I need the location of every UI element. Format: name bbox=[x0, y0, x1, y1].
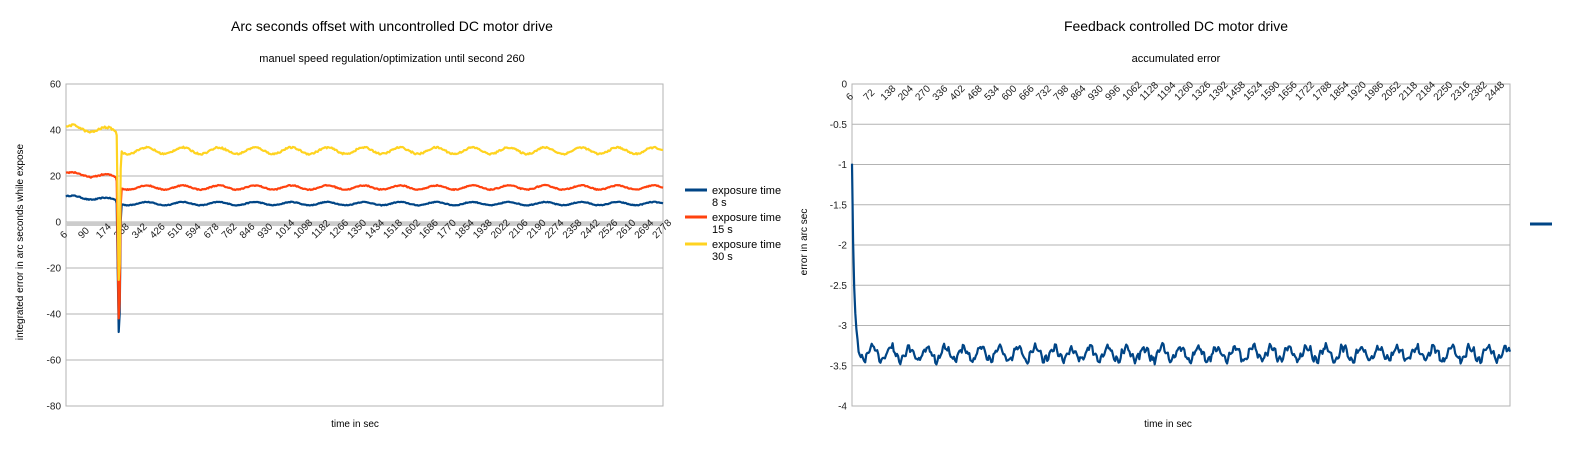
gridlines bbox=[852, 123, 1510, 367]
x-tick-label: 2274 bbox=[543, 217, 567, 241]
y-axis-ticks: 60 40 20 0 -20 -40 -60 -80 bbox=[47, 80, 62, 413]
y-tick-label: -80 bbox=[47, 402, 62, 413]
x-tick-label: 1686 bbox=[417, 217, 441, 241]
x-tick-label: 138 bbox=[879, 83, 899, 103]
y-tick-label: -4 bbox=[838, 402, 847, 413]
x-tick-label: 402 bbox=[948, 83, 968, 103]
x-tick-label: 1098 bbox=[292, 217, 316, 241]
feedback-drive-chart: Feedback controlled DC motor drive accum… bbox=[800, 18, 1552, 430]
x-tick-label: 1350 bbox=[346, 217, 370, 241]
x-tick-label: 6 bbox=[844, 91, 856, 103]
x-tick-label: 72 bbox=[862, 87, 878, 103]
y-axis-ticks: 0 -0.5 -1 -1.5 -2 -2.5 -3 -3.5 -4 bbox=[830, 80, 848, 413]
y-tick-label: -3.5 bbox=[830, 361, 848, 372]
x-tick-label: 1770 bbox=[435, 217, 459, 241]
x-tick-label: 600 bbox=[1000, 83, 1020, 103]
plot-area bbox=[65, 83, 664, 407]
x-tick-label: 1602 bbox=[399, 217, 423, 241]
x-tick-label: 2526 bbox=[597, 217, 621, 241]
series-line-1 bbox=[65, 194, 664, 334]
x-tick-label: 1182 bbox=[310, 218, 333, 241]
x-tick-label: 336 bbox=[931, 83, 951, 103]
legend-label: 15 s bbox=[712, 224, 733, 236]
chart-title: Feedback controlled DC motor drive bbox=[1064, 18, 1288, 34]
y-tick-label: -40 bbox=[47, 310, 62, 321]
x-tick-label: 1434 bbox=[363, 217, 387, 241]
series-lines bbox=[65, 123, 664, 334]
x-axis-label: time in sec bbox=[1144, 419, 1192, 430]
y-tick-label: -20 bbox=[47, 264, 62, 275]
chart-title: Arc seconds offset with uncontrolled DC … bbox=[231, 18, 553, 34]
y-tick-label: 20 bbox=[50, 172, 62, 183]
y-axis-label: integrated error in arc seconds while ex… bbox=[15, 143, 26, 340]
x-tick-label: 2022 bbox=[489, 217, 513, 241]
y-axis-label: error in arc sec bbox=[800, 209, 810, 276]
legend-label: exposure time bbox=[712, 239, 781, 251]
x-tick-label: 204 bbox=[896, 83, 916, 103]
x-tick-label: 2448 bbox=[1483, 79, 1507, 103]
series-line-1 bbox=[850, 163, 1512, 366]
x-tick-label: 930 bbox=[1086, 83, 1106, 103]
legend-label: exposure time bbox=[712, 185, 781, 197]
x-tick-label: 1266 bbox=[328, 217, 352, 241]
zero-axis bbox=[66, 222, 663, 226]
chart-subtitle: accumulated error bbox=[1132, 53, 1221, 65]
uncontrolled-drive-chart: Arc seconds offset with uncontrolled DC … bbox=[15, 18, 781, 430]
x-tick-label: 732 bbox=[1034, 83, 1054, 103]
y-tick-label: 0 bbox=[55, 218, 61, 229]
x-tick-label: 864 bbox=[1069, 83, 1089, 103]
x-tick-label: 2106 bbox=[507, 217, 531, 241]
y-tick-label: 0 bbox=[841, 80, 847, 91]
x-tick-label: 270 bbox=[913, 83, 933, 103]
legend-label: 30 s bbox=[712, 251, 733, 263]
x-tick-label: 798 bbox=[1052, 83, 1072, 103]
chart-subtitle: manuel speed regulation/optimization unt… bbox=[259, 53, 524, 65]
x-tick-label: 6 bbox=[58, 229, 70, 241]
x-tick-label: 666 bbox=[1017, 83, 1037, 103]
x-tick-label: 2190 bbox=[525, 217, 549, 241]
series-line-2 bbox=[65, 170, 664, 320]
y-tick-label: -0.5 bbox=[830, 120, 848, 131]
x-tick-label: 534 bbox=[983, 83, 1003, 103]
y-tick-label: -2.5 bbox=[830, 281, 848, 292]
gridlines bbox=[66, 129, 663, 361]
x-tick-label: 2358 bbox=[561, 217, 585, 241]
x-axis-ticks: 6 90 1742583424265105946787628469301014109… bbox=[58, 217, 674, 241]
series-line-3 bbox=[65, 123, 664, 281]
x-tick-label: 2442 bbox=[579, 217, 603, 241]
x-tick-label: 2610 bbox=[615, 217, 639, 241]
x-tick-label: 90 bbox=[76, 225, 92, 241]
x-axis-ticks: 6 72 1382042703364024685346006667327988649… bbox=[844, 79, 1507, 103]
y-tick-label: -1 bbox=[838, 160, 847, 171]
legend-label: 8 s bbox=[712, 197, 727, 209]
x-tick-label: 468 bbox=[965, 83, 985, 103]
x-tick-label: 1938 bbox=[471, 217, 495, 241]
x-tick-label: 996 bbox=[1103, 83, 1123, 103]
series-lines bbox=[850, 163, 1512, 366]
x-tick-label: 1014 bbox=[274, 217, 298, 241]
x-axis-label: time in sec bbox=[331, 419, 379, 430]
x-tick-label: 1854 bbox=[453, 217, 477, 241]
legend-label: exposure time bbox=[712, 212, 781, 224]
x-tick-label: 1518 bbox=[381, 217, 405, 241]
y-tick-label: -60 bbox=[47, 356, 62, 367]
y-tick-label: -1.5 bbox=[830, 200, 848, 211]
y-tick-label: -2 bbox=[838, 241, 847, 252]
y-tick-label: 40 bbox=[50, 126, 62, 137]
x-tick-label: 2694 bbox=[633, 217, 657, 241]
y-tick-label: -3 bbox=[838, 321, 847, 332]
y-tick-label: 60 bbox=[50, 80, 62, 91]
